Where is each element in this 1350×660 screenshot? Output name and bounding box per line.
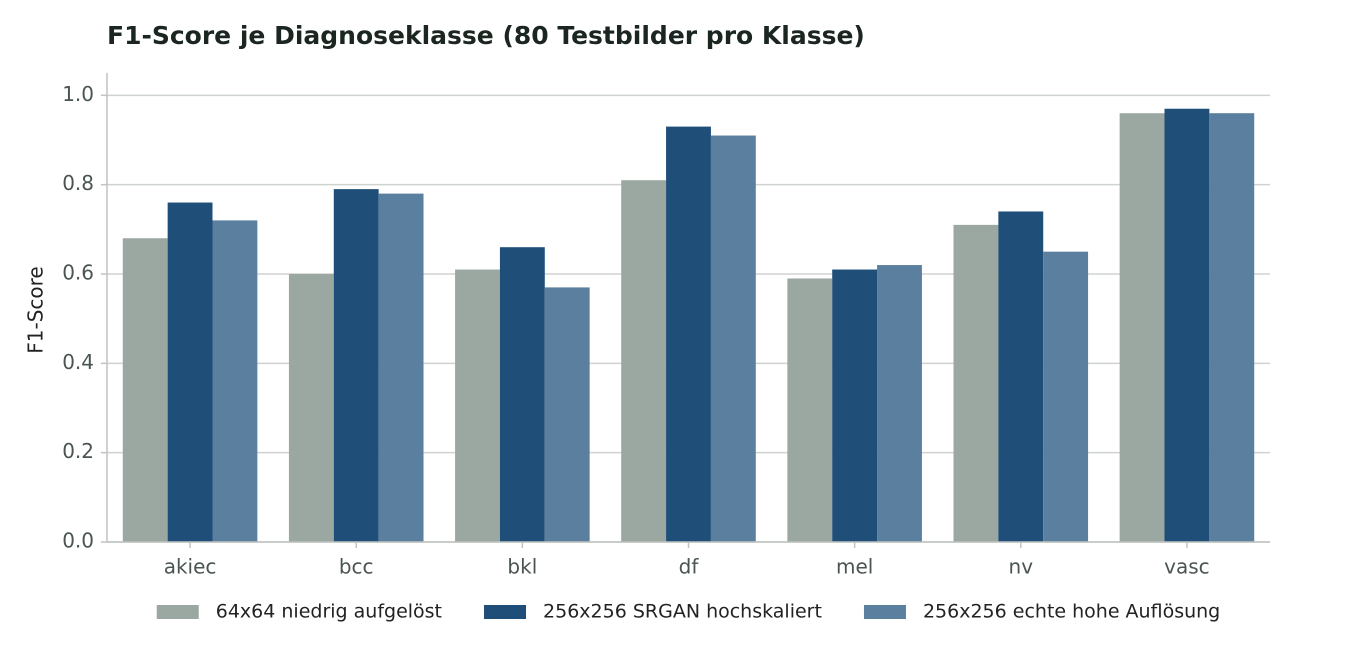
chart-title: F1-Score je Diagnoseklasse (80 Testbilde… [107, 21, 865, 50]
x-tick-label: mel [836, 555, 873, 579]
legend-label: 64x64 niedrig aufgelöst [216, 601, 442, 623]
bar [1119, 113, 1165, 542]
x-tick-label: akiec [164, 555, 217, 579]
bar [666, 126, 711, 542]
y-tick-label: 1.0 [62, 82, 94, 106]
y-tick-label: 0.6 [62, 261, 94, 285]
bar [832, 269, 878, 542]
x-tick-label: bcc [339, 555, 374, 579]
bar [333, 189, 379, 542]
legend-label: 256x256 SRGAN hochskaliert [543, 601, 822, 623]
y-tick-label: 0.4 [62, 350, 94, 374]
bar [998, 211, 1044, 542]
bar [877, 265, 922, 542]
bar [122, 238, 168, 542]
bar [621, 180, 667, 542]
bar [455, 269, 500, 542]
bar [953, 224, 999, 542]
legend-swatch [863, 605, 906, 619]
bar [1209, 113, 1255, 542]
legend-label: 256x256 echte hohe Auflösung [923, 601, 1220, 623]
bar [167, 202, 213, 543]
bar [544, 287, 590, 542]
bar [1043, 251, 1089, 542]
bar [787, 278, 833, 542]
bar [378, 193, 424, 542]
x-tick-label: bkl [507, 555, 537, 579]
x-tick-label: nv [1009, 555, 1034, 579]
y-tick-label: 0.8 [62, 171, 94, 195]
bar [499, 247, 545, 542]
bar [710, 135, 756, 543]
legend-swatch [156, 605, 199, 619]
bar [212, 220, 258, 542]
x-tick-label: df [679, 555, 700, 579]
bar [1164, 108, 1210, 542]
y-tick-label: 0.2 [62, 439, 94, 463]
legend-swatch [484, 605, 527, 619]
y-tick-label: 0.0 [62, 529, 94, 553]
x-tick-label: vasc [1164, 555, 1210, 579]
bar [288, 274, 334, 542]
y-axis-label: F1-Score [24, 266, 48, 353]
